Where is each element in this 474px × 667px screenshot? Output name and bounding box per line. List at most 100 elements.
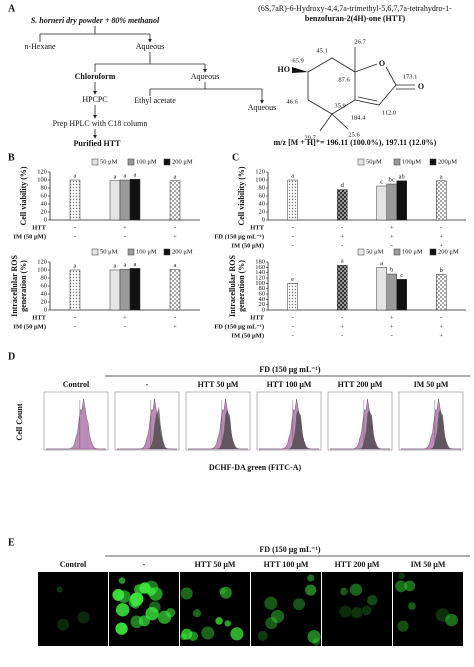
condition-mark: - [341, 224, 343, 231]
condition-mark: - [174, 224, 176, 231]
bar [69, 179, 81, 221]
wedge-bond [292, 67, 308, 73]
bar [129, 178, 141, 221]
condition-mark: - [124, 323, 126, 330]
histogram-area [188, 399, 248, 450]
condition-mark: + [123, 224, 127, 231]
cell [312, 638, 321, 646]
y-tick-label: 120 [37, 168, 47, 175]
condition-label: HTT [32, 314, 46, 321]
bar-letter: a [124, 262, 127, 269]
bar-letter: e [291, 276, 294, 283]
legend-label: 100 μM [136, 158, 157, 165]
cell [339, 605, 352, 618]
legend-label: 50 μM [100, 158, 118, 165]
bar-letter: a [114, 262, 117, 269]
bar [436, 274, 447, 311]
bar-letter: a [74, 172, 77, 179]
scheme-step: Purified HTT [74, 139, 122, 148]
histogram-area [46, 399, 106, 450]
nmr-shift: 65.9 [292, 57, 303, 64]
y-tick-label: 40 [41, 290, 48, 297]
column-label: IM 50 μM [414, 380, 449, 389]
bar [109, 269, 121, 311]
cell [349, 583, 363, 596]
flow-header: FD (150 μg mL⁻¹) [259, 365, 320, 374]
cell [145, 607, 159, 621]
legend-label: 100 μM [136, 248, 157, 255]
condition-mark: + [439, 323, 443, 330]
y-tick-label: 60 [259, 192, 266, 199]
condition-mark: + [390, 224, 394, 231]
panel-label: A [8, 3, 16, 14]
histogram-area [259, 399, 319, 450]
legend-swatch [357, 248, 365, 256]
cell [307, 574, 315, 582]
condition-mark: + [340, 233, 344, 240]
y-tick-label: 0 [262, 216, 265, 223]
imaging-header: FD (150 μg mL⁻¹) [259, 545, 320, 554]
condition-mark: - [74, 224, 76, 231]
column-label: - [143, 560, 146, 569]
y-tick-label: 80 [259, 184, 266, 191]
condition-label: IM (50 μM) [231, 332, 264, 339]
cell [367, 595, 378, 606]
flow-xlabel: DCHF-DA green (FITC-A) [209, 463, 302, 472]
y-tick-label: 120 [255, 274, 265, 281]
micrograph [38, 572, 108, 646]
condition-mark: - [341, 314, 343, 321]
cell [224, 620, 231, 627]
condition-mark: - [292, 224, 294, 231]
cell [157, 610, 172, 624]
y-tick-label: 160 [255, 264, 265, 271]
cell [112, 589, 125, 601]
condition-label: HTT [250, 224, 264, 231]
cell [138, 615, 150, 627]
column-label: HTT 50 μM [195, 560, 236, 569]
y-tick-label: 0 [44, 306, 47, 313]
scheme-step: HPCPC [82, 95, 107, 104]
y-tick-label: 180 [255, 258, 265, 265]
condition-mark: + [340, 323, 344, 330]
bar-letter: d [341, 182, 345, 189]
bar [109, 180, 121, 221]
cell [115, 622, 128, 635]
column-label: HTT 50 μM [198, 380, 239, 389]
condition-label: FD (150 μg mL⁻¹) [214, 323, 264, 330]
y-tick-label: 140 [255, 269, 265, 276]
bar-letter: bc [389, 176, 395, 183]
bar-letter: a [134, 172, 137, 179]
bar [287, 283, 298, 311]
condition-mark: - [74, 233, 76, 240]
nmr-shift: 26.7 [354, 38, 366, 45]
y-tick-label: 100 [37, 176, 47, 183]
column-label: HTT 100 μM [264, 560, 309, 569]
bar [169, 180, 181, 221]
compound-name: benzofuran-2(4H)-one (HTT) [305, 14, 406, 23]
y-axis-label: Intracellular ROS [10, 255, 19, 317]
cell [362, 605, 372, 616]
condition-label: IM (50 μM) [13, 323, 46, 330]
cell [408, 602, 416, 610]
bar-letter: a [74, 262, 77, 269]
legend-swatch [163, 248, 171, 256]
condition-mark: - [292, 332, 294, 339]
condition-mark: - [292, 314, 294, 321]
cell [57, 618, 69, 631]
cell [445, 613, 458, 627]
y-tick-label: 40 [259, 296, 266, 303]
nmr-shift: 25.6 [348, 131, 360, 138]
condition-mark: - [174, 314, 176, 321]
arrow [149, 89, 262, 103]
y-axis-label: generation (%) [19, 260, 28, 312]
y-tick-label: 80 [259, 285, 266, 292]
condition-label: HTT [32, 224, 46, 231]
scheme-step: Chloroform [75, 72, 116, 81]
nmr-shift: 112.0 [382, 109, 396, 116]
legend-label: 100 μM [402, 248, 423, 255]
y-tick-label: 60 [259, 290, 266, 297]
column-label: - [146, 380, 149, 389]
bond [307, 47, 415, 132]
connector [95, 52, 205, 65]
y-tick-label: 40 [41, 200, 48, 207]
